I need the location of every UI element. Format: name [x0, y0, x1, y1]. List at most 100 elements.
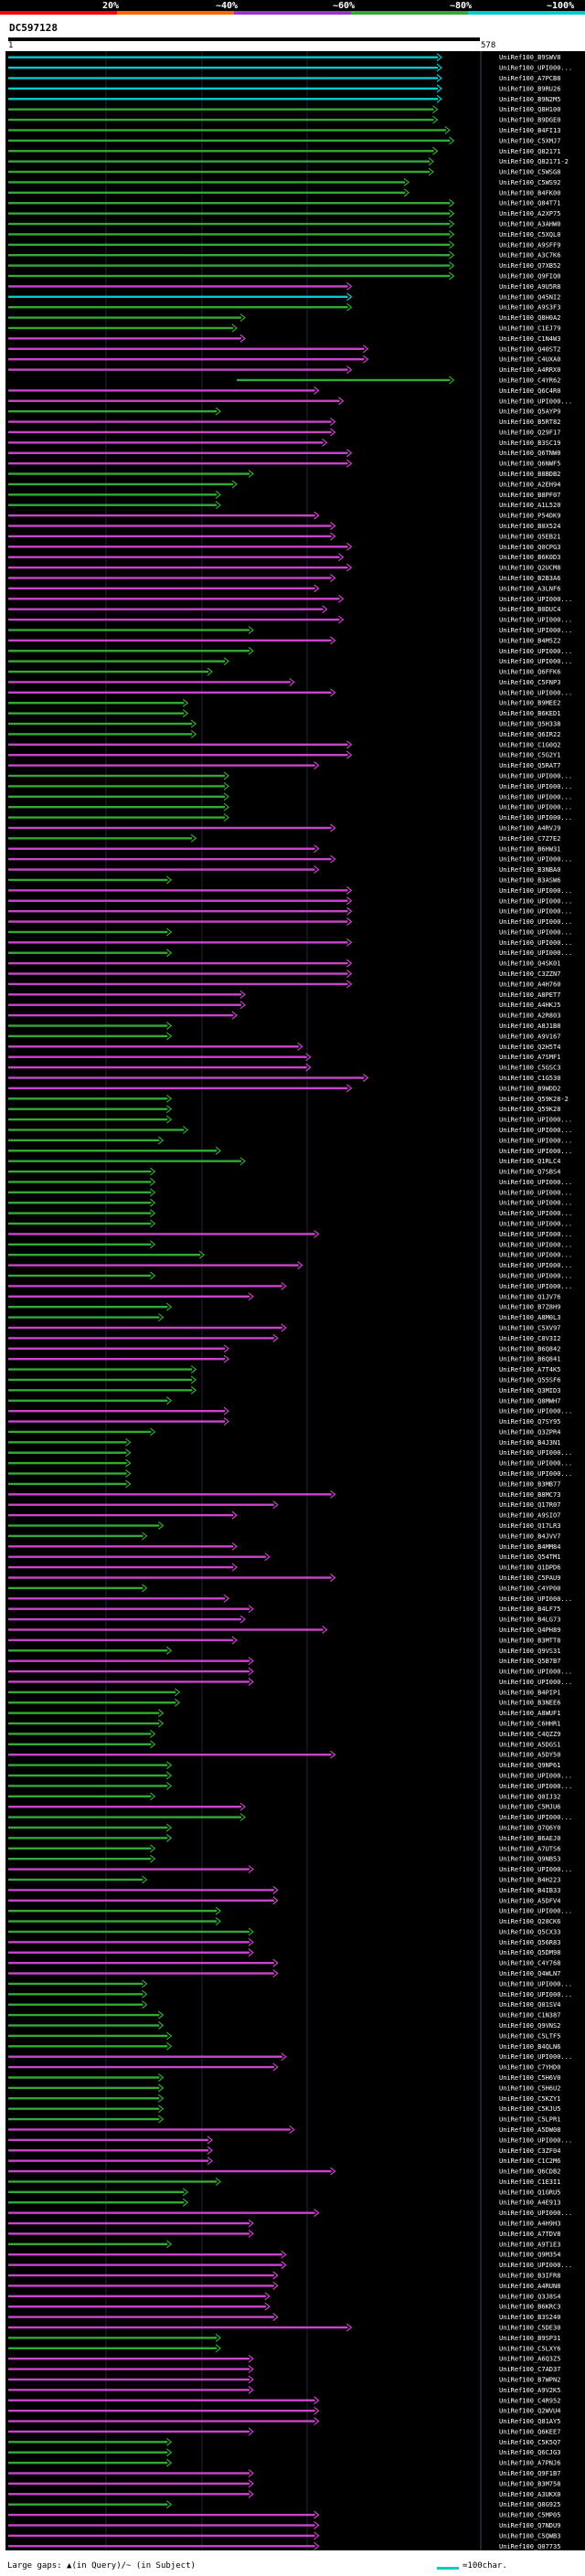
hit-label[interactable]: UniRef100_Q1RLC4	[499, 1158, 560, 1165]
hit-label[interactable]: UniRef100_C8V3I2	[499, 1335, 560, 1342]
hit-bar[interactable]	[8, 587, 315, 590]
hit-bar[interactable]	[8, 1597, 226, 1600]
alignment-row[interactable]: UniRef100_C8V3I2	[8, 1333, 560, 1342]
hit-label[interactable]: UniRef100_Q7SY95	[499, 1418, 560, 1426]
hit-bar[interactable]	[8, 743, 348, 747]
hit-label[interactable]: UniRef100_B4PIP1	[499, 1689, 560, 1696]
alignment-row[interactable]: UniRef100_Q01SV4	[8, 2000, 560, 2009]
hit-bar[interactable]	[8, 639, 332, 642]
alignment-row[interactable]: UniRef100_Q6NWF5	[8, 459, 560, 468]
alignment-row[interactable]: UniRef100_B8PF07	[8, 490, 560, 499]
hit-label[interactable]: UniRef100_UPI000...	[499, 939, 572, 947]
hit-bar[interactable]	[8, 274, 451, 278]
hit-bar[interactable]	[8, 1472, 127, 1475]
alignment-row[interactable]: UniRef100_C1G0Q2	[8, 740, 560, 749]
alignment-row[interactable]: UniRef100_A4RRX0	[8, 366, 560, 375]
hit-label[interactable]: UniRef100_Q3ZPR4	[499, 1428, 560, 1436]
hit-bar[interactable]	[8, 191, 406, 195]
alignment-row[interactable]: UniRef100_C1EJ79	[8, 323, 560, 333]
alignment-row[interactable]: UniRef100_C4YR62	[236, 376, 560, 385]
hit-label[interactable]: UniRef100_UPI000...	[499, 949, 572, 957]
alignment-row[interactable]: UniRef100_C1N4W3	[8, 334, 560, 343]
alignment-row[interactable]: UniRef100_Q1JV76	[8, 1292, 560, 1301]
hit-label[interactable]: UniRef100_Q59K28	[499, 1106, 560, 1113]
hit-label[interactable]: UniRef100_Q5RAT7	[499, 762, 560, 769]
hit-bar[interactable]	[8, 2534, 315, 2538]
hit-label[interactable]: UniRef100_B3ASW6	[499, 876, 560, 884]
hit-bar[interactable]	[8, 1816, 241, 1818]
hit-bar[interactable]	[8, 2337, 218, 2339]
hit-bar[interactable]	[8, 878, 168, 882]
hit-label[interactable]: UniRef100_C5FNP3	[499, 679, 560, 686]
hit-label[interactable]: UniRef100_UPI000...	[499, 65, 572, 72]
hit-label[interactable]: UniRef100_A9SIO7	[499, 1512, 560, 1520]
alignment-row[interactable]: UniRef100_C5WS92	[8, 177, 560, 186]
alignment-row[interactable]: UniRef100_B3M758	[8, 2479, 560, 2488]
alignment-row[interactable]: UniRef100_B4M5Z2	[8, 636, 560, 645]
hit-label[interactable]: UniRef100_Q2H5T4	[499, 1044, 560, 1051]
hit-bar[interactable]	[8, 1920, 218, 1923]
hit-bar[interactable]	[8, 181, 406, 184]
hit-bar[interactable]	[8, 722, 193, 726]
alignment-row[interactable]: UniRef100_A8J1B8	[8, 1022, 560, 1031]
hit-label[interactable]: UniRef100_C5GSC3	[499, 1065, 560, 1072]
alignment-row[interactable]: UniRef100_A7T4K5	[8, 1365, 560, 1374]
hit-bar[interactable]	[8, 337, 241, 340]
hit-bar[interactable]	[8, 1733, 152, 1735]
hit-bar[interactable]	[8, 66, 438, 69]
alignment-row[interactable]: UniRef100_A7TDV8	[8, 2229, 560, 2238]
hit-bar[interactable]	[8, 233, 451, 236]
alignment-row[interactable]: UniRef100_B4J3N1	[8, 1437, 560, 1447]
alignment-row[interactable]: UniRef100_Q0CPG3	[8, 542, 560, 551]
hit-bar[interactable]	[8, 2232, 250, 2235]
alignment-row[interactable]: UniRef100_A4H9H3	[8, 2219, 560, 2228]
alignment-row[interactable]: UniRef100_Q17LR3	[8, 1521, 560, 1531]
hit-bar[interactable]	[8, 1055, 307, 1058]
alignment-row[interactable]: UniRef100_B2B3A6	[8, 574, 560, 582]
alignment-row[interactable]: UniRef100_UPI000...	[8, 792, 572, 801]
hit-bar[interactable]	[8, 2138, 209, 2142]
hit-bar[interactable]	[8, 461, 348, 465]
alignment-row[interactable]: UniRef100_Q3J8S4	[8, 2292, 560, 2301]
hit-label[interactable]: UniRef100_A1L520	[499, 502, 560, 509]
hit-bar[interactable]	[8, 56, 438, 58]
hit-bar[interactable]	[8, 712, 185, 715]
alignment-row[interactable]: UniRef100_B3MTT8	[8, 1636, 560, 1645]
alignment-row[interactable]: UniRef100_A8PET7	[8, 990, 560, 999]
hit-label[interactable]: UniRef100_A4H9H3	[499, 2221, 560, 2228]
hit-label[interactable]: UniRef100_Q5AYP9	[499, 408, 560, 416]
alignment-row[interactable]: UniRef100_Q7SBS4	[8, 1167, 560, 1176]
alignment-row[interactable]: UniRef100_C5KZY1	[8, 2094, 560, 2103]
hit-label[interactable]: UniRef100_UPI000...	[499, 1908, 572, 1915]
alignment-row[interactable]: UniRef100_UPI000...	[8, 917, 572, 927]
alignment-row[interactable]: UniRef100_C3ZZN7	[8, 970, 560, 979]
hit-bar[interactable]	[8, 1701, 176, 1704]
alignment-row[interactable]: UniRef100_Q5RAT7	[8, 761, 560, 770]
hit-label[interactable]: UniRef100_UPI000...	[499, 1189, 572, 1196]
hit-bar[interactable]	[8, 1607, 250, 1610]
alignment-row[interactable]: UniRef100_Q8H0A2	[8, 313, 560, 323]
hit-bar[interactable]	[8, 2159, 209, 2162]
hit-label[interactable]: UniRef100_B6Q842	[499, 1345, 560, 1352]
hit-bar[interactable]	[8, 504, 218, 506]
alignment-row[interactable]: UniRef100_UPI000...	[8, 1979, 572, 1988]
hit-bar[interactable]	[8, 399, 340, 402]
hit-label[interactable]: UniRef100_UPI000...	[499, 1221, 572, 1228]
hit-bar[interactable]	[8, 1118, 168, 1121]
hit-label[interactable]: UniRef100_A8M0L3	[499, 1314, 560, 1321]
hit-label[interactable]: UniRef100_B9RU26	[499, 85, 560, 92]
hit-bar[interactable]	[8, 660, 226, 663]
hit-label[interactable]: UniRef100_B6Q841	[499, 1356, 560, 1363]
alignment-row[interactable]: UniRef100_B6KED1	[8, 709, 560, 718]
alignment-row[interactable]: UniRef100_B3IFR8	[8, 2271, 560, 2280]
alignment-row[interactable]: UniRef100_A9U5R8	[8, 281, 560, 291]
hit-bar[interactable]	[8, 2461, 168, 2465]
hit-label[interactable]: UniRef100_C5KJU5	[499, 2105, 560, 2113]
hit-label[interactable]: UniRef100_C3ZZN7	[499, 970, 560, 978]
hit-bar[interactable]	[8, 1409, 226, 1413]
hit-bar[interactable]	[8, 2472, 250, 2475]
hit-label[interactable]: UniRef100_A7PCB8	[499, 75, 560, 82]
hit-bar[interactable]	[8, 493, 218, 496]
hit-label[interactable]: UniRef100_Q7NDU9	[499, 2522, 560, 2529]
hit-bar[interactable]	[8, 2482, 250, 2486]
